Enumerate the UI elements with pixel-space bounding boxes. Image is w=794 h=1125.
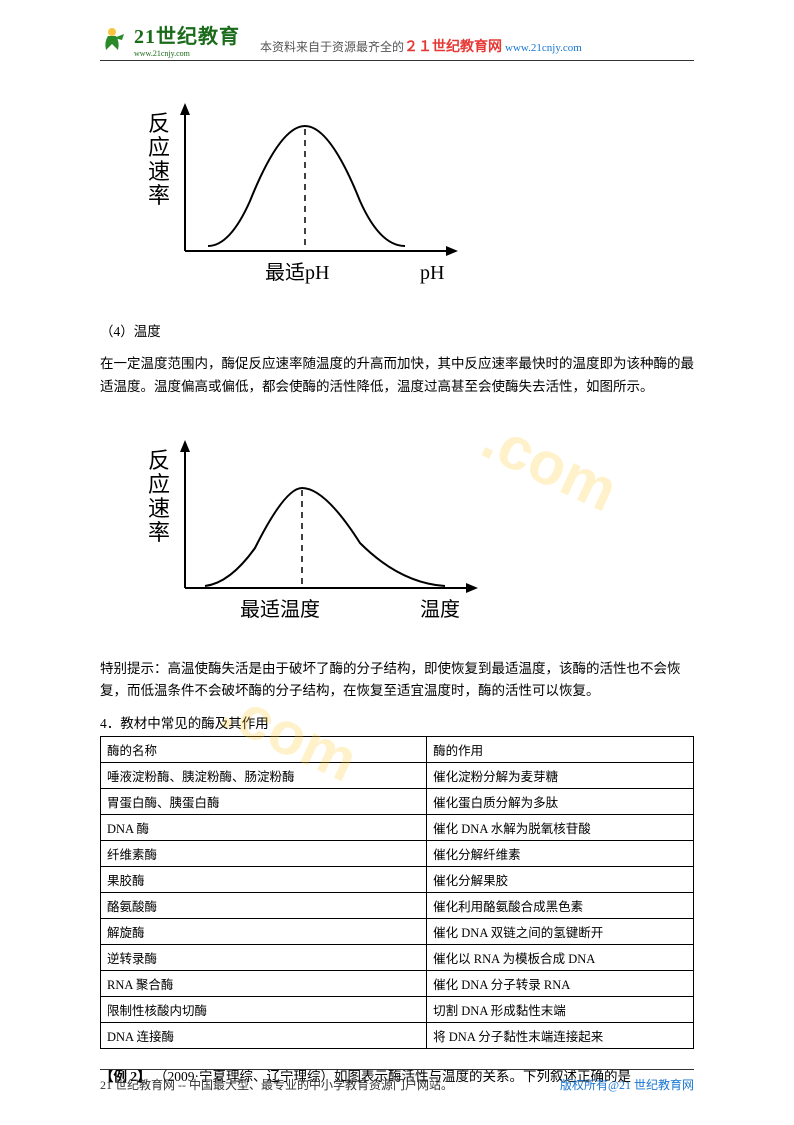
enzyme-table: 酶的名称酶的作用唾液淀粉酶、胰淀粉酶、肠淀粉酶催化淀粉分解为麦芽糖胃蛋白酶、胰蛋… bbox=[100, 736, 694, 1049]
table-row: DNA 酶催化 DNA 水解为脱氧核苷酸 bbox=[101, 815, 694, 841]
table-cell: 催化蛋白质分解为多肽 bbox=[427, 789, 694, 815]
table-cell: RNA 聚合酶 bbox=[101, 971, 427, 997]
table-row: 酪氨酸酶催化利用酪氨酸合成黑色素 bbox=[101, 893, 694, 919]
table-row: 解旋酶催化 DNA 双链之间的氢键断开 bbox=[101, 919, 694, 945]
section-4: （4）温度 在一定温度范围内，酶促反应速率随温度的升高而加快，其中反应速率最快时… bbox=[100, 321, 694, 398]
table-row: 果胶酶催化分解果胶 bbox=[101, 867, 694, 893]
table-cell: 催化 DNA 双链之间的氢键断开 bbox=[427, 919, 694, 945]
table-cell: 将 DNA 分子黏性末端连接起来 bbox=[427, 1023, 694, 1049]
table-cell: DNA 酶 bbox=[101, 815, 427, 841]
table-cell: 催化利用酪氨酸合成黑色素 bbox=[427, 893, 694, 919]
table-cell: 胃蛋白酶、胰蛋白酶 bbox=[101, 789, 427, 815]
table-cell: 催化 DNA 分子转录 RNA bbox=[427, 971, 694, 997]
note-text: 特别提示：高温使酶失活是由于破坏了酶的分子结构，即使恢复到最适温度，该酶的活性也… bbox=[100, 658, 694, 703]
table-cell: 催化以 RNA 为模板合成 DNA bbox=[427, 945, 694, 971]
table-row: 逆转录酶催化以 RNA 为模板合成 DNA bbox=[101, 945, 694, 971]
table-header: 酶的作用 bbox=[427, 737, 694, 763]
table-cell: 催化分解纤维素 bbox=[427, 841, 694, 867]
table-row: 胃蛋白酶、胰蛋白酶催化蛋白质分解为多肽 bbox=[101, 789, 694, 815]
table-row: 纤维素酶催化分解纤维素 bbox=[101, 841, 694, 867]
chart2-ylabel: 反 应 速 率 bbox=[148, 448, 176, 545]
footer-right: 版权所有@21 世纪教育网 bbox=[560, 1076, 694, 1093]
header-prefix: 本资料来自于资源最齐全的 bbox=[260, 40, 404, 54]
section-4-text: 在一定温度范围内，酶促反应速率随温度的升高而加快，其中反应速率最快时的温度即为该… bbox=[100, 353, 694, 398]
table-cell: 果胶酶 bbox=[101, 867, 427, 893]
page-footer: 21 世纪教育网 -- 中国最大型、最专业的中小学教育资源门户网站。 版权所有@… bbox=[100, 1069, 694, 1093]
table-cell: 纤维素酶 bbox=[101, 841, 427, 867]
logo-url: www.21cnjy.com bbox=[134, 49, 240, 58]
table-cell: 催化淀粉分解为麦芽糖 bbox=[427, 763, 694, 789]
chart2-xlabel: 温度 bbox=[420, 598, 460, 621]
table-row: RNA 聚合酶催化 DNA 分子转录 RNA bbox=[101, 971, 694, 997]
chart2-peak-label: 最适温度 bbox=[240, 598, 320, 621]
chart-temp-svg: 反 应 速 率 最适温度 温度 bbox=[130, 428, 490, 638]
header-url: www.21cnjy.com bbox=[505, 42, 582, 54]
page-content: 21世纪教育 www.21cnjy.com 本资料来自于资源最齐全的２１世纪教育… bbox=[0, 0, 794, 1125]
logo-text: 21世纪教育 bbox=[134, 20, 240, 49]
subheading-4: 4．教材中常见的酶及其作用 bbox=[100, 712, 694, 732]
table-row: DNA 连接酶将 DNA 分子黏性末端连接起来 bbox=[101, 1023, 694, 1049]
table-cell: 唾液淀粉酶、胰淀粉酶、肠淀粉酶 bbox=[101, 763, 427, 789]
section-4-number: （4）温度 bbox=[100, 321, 694, 343]
table-cell: 解旋酶 bbox=[101, 919, 427, 945]
logo: 21世纪教育 www.21cnjy.com bbox=[100, 20, 240, 58]
logo-icon bbox=[100, 24, 130, 54]
chart1-xlabel: pH bbox=[420, 262, 444, 284]
table-cell: DNA 连接酶 bbox=[101, 1023, 427, 1049]
page-header: 21世纪教育 www.21cnjy.com 本资料来自于资源最齐全的２１世纪教育… bbox=[100, 20, 694, 61]
table-cell: 催化 DNA 水解为脱氧核苷酸 bbox=[427, 815, 694, 841]
chart-ph: 反 应 速 率 最适pH pH bbox=[130, 91, 694, 301]
table-row: 限制性核酸内切酶切割 DNA 形成黏性末端 bbox=[101, 997, 694, 1023]
table-row: 唾液淀粉酶、胰淀粉酶、肠淀粉酶催化淀粉分解为麦芽糖 bbox=[101, 763, 694, 789]
chart-temperature: 反 应 速 率 最适温度 温度 bbox=[130, 428, 694, 638]
header-text: 本资料来自于资源最齐全的２１世纪教育网 www.21cnjy.com bbox=[260, 36, 694, 58]
table-cell: 催化分解果胶 bbox=[427, 867, 694, 893]
chart-ph-svg: 反 应 速 率 最适pH pH bbox=[130, 91, 470, 301]
table-cell: 逆转录酶 bbox=[101, 945, 427, 971]
chart1-peak-label: 最适pH bbox=[265, 261, 329, 284]
table-cell: 切割 DNA 形成黏性末端 bbox=[427, 997, 694, 1023]
table-cell: 酪氨酸酶 bbox=[101, 893, 427, 919]
chart1-ylabel: 反 应 速 率 bbox=[148, 111, 176, 208]
table-header: 酶的名称 bbox=[101, 737, 427, 763]
table-cell: 限制性核酸内切酶 bbox=[101, 997, 427, 1023]
header-brand: ２１世纪教育网 bbox=[404, 40, 502, 55]
footer-left: 21 世纪教育网 -- 中国最大型、最专业的中小学教育资源门户网站。 bbox=[100, 1076, 453, 1093]
